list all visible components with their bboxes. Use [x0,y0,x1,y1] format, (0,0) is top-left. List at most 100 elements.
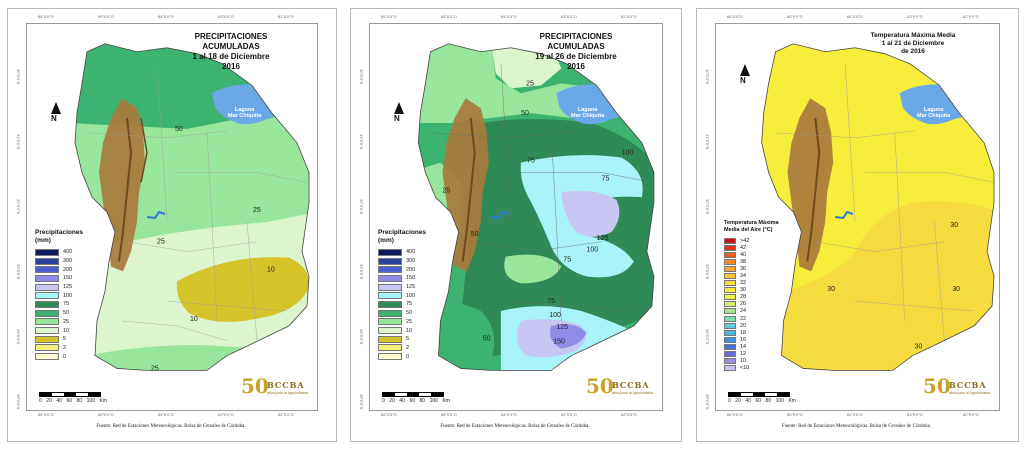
legend-swatch [35,266,59,274]
legend-label: 22 [740,315,747,322]
lat-tick: 30°0'0"S [359,69,364,85]
contour-label: 150 [553,339,565,346]
legend-swatch [378,266,402,274]
legend-label: 16 [740,336,747,343]
lon-tick: 66°0'0"O [381,14,397,19]
lon-tick: 63°0'0"O [218,14,234,19]
legend-swatch [378,344,402,352]
lat-tick: 35°0'0"S [705,394,710,410]
lat-tick: 31°0'0"S [359,134,364,150]
legend-label: 5 [63,336,67,343]
legend-swatch [724,287,736,294]
legend-items: 400 300 200 150 125 100 75 50 25 10 5 2 … [378,248,426,361]
legend-swatch [724,329,736,336]
map-panel-precip-1-18: 50 25 25 10 10 25 PRECIPITACIONES ACUMUL… [7,8,337,442]
contour-label: 100 [549,312,561,319]
lon-tick: 62°0'0"O [278,412,294,417]
legend-swatch [724,336,736,343]
lon-tick: 66°0'0"O [727,14,743,19]
legend-label: 10 [740,358,747,365]
legend-swatch [35,274,59,282]
source-note: Fuente: Red de Estaciones Meteorológicas… [96,424,246,429]
contour-label: 75 [563,257,571,264]
legend-swatch [724,301,736,308]
contour-label: 50 [483,336,491,343]
legend-swatch [35,318,59,326]
lat-tick: 31°0'0"S [705,134,710,150]
bccba-logo: 50 BCCBA años junto al Agroindustria [241,374,309,398]
map-panel-precip-19-26: 25 50 75 100 75 125 100 75 50 25 75 100 … [350,8,682,442]
north-arrow-icon: N [740,64,750,85]
lon-tick: 62°0'0"O [621,412,637,417]
map-panel-temperature: 30 30 30 30 Temperatura Máxima Media 1 a… [696,8,1019,442]
lat-tick: 31°0'0"S [16,134,21,150]
contour-label: 10 [190,316,198,323]
lon-tick: 63°0'0"O [907,412,923,417]
lon-tick: 64°0'0"O [847,412,863,417]
lat-tick: 30°0'0"S [16,69,21,85]
legend-swatch [378,248,402,256]
lon-tick: 66°0'0"O [381,412,397,417]
lon-tick: 62°0'0"O [621,14,637,19]
legend-label: 400 [406,249,416,256]
legend-label: 300 [406,258,416,265]
contour-label: 75 [547,298,555,305]
legend-swatch [724,351,736,358]
contour-label: 125 [556,324,568,331]
legend-label: >42 [740,237,750,244]
legend-label: 34 [740,273,747,280]
legend-label: 40 [740,251,747,258]
legend-label: <10 [740,365,750,372]
precipitation-map: 25 50 75 100 75 125 100 75 50 25 75 100 … [417,43,655,371]
legend-swatch [724,294,736,301]
precip-legend: Precipitaciones (mm) 400 300 200 150 125… [378,229,426,361]
legend-label: 2 [406,344,410,351]
legend-swatch [378,257,402,265]
legend-label: 200 [406,266,416,273]
lat-tick: 33°0'0"S [359,264,364,280]
lat-tick: 35°0'0"S [16,394,21,410]
lon-tick: 65°0'0"O [98,14,114,19]
lon-tick: 64°0'0"O [158,14,174,19]
legend-label: 400 [63,249,73,256]
legend-title: Precipitaciones (mm) [35,229,84,244]
legend-title: Precipitaciones (mm) [378,229,427,244]
legend-label: 75 [63,301,70,308]
source-note: Fuente: Red de Estaciones Meteorológicas… [440,424,590,429]
lon-tick: 63°0'0"O [561,14,577,19]
legend-label: 10 [63,327,70,334]
legend-swatch [35,344,59,352]
contour-label: 30 [952,286,960,293]
legend-swatch [378,283,402,291]
legend-swatch [35,335,59,343]
lon-tick: 65°0'0"O [441,14,457,19]
precip-legend: Precipitaciones (mm) 400 300 200 150 125… [35,229,83,361]
temperature-legend: Temperatura Máxima Media del Aire (°C) >… [724,220,779,372]
map-frame: 25 50 75 100 75 125 100 75 50 25 75 100 … [369,23,663,411]
lon-tick: 66°0'0"O [38,14,54,19]
legend-items: >42 42 40 38 36 34 32 30 28 26 24 22 20 … [724,237,779,372]
legend-swatch [378,309,402,317]
legend-swatch [724,258,736,265]
contour-label: 125 [597,235,609,242]
contour-label: 30 [950,222,958,229]
legend-swatch [35,353,59,361]
legend-label: 125 [63,284,73,291]
legend-label: 38 [740,258,747,265]
lat-tick: 32°0'0"S [705,199,710,215]
legend-label: 20 [740,322,747,329]
legend-swatch [724,308,736,315]
bccba-logo: 50 BCCBA años junto al Agroindustria [586,374,654,398]
legend-label: 28 [740,294,747,301]
legend-label: 75 [406,301,413,308]
lon-tick: 63°0'0"O [907,14,923,19]
legend-label: 12 [740,351,747,358]
lon-tick: 64°0'0"O [501,412,517,417]
contour-label: 50 [175,126,183,133]
legend-swatch [378,318,402,326]
contour-label: 75 [527,158,535,165]
lat-tick: 30°0'0"S [705,69,710,85]
lake-label: Laguna Mar Chiquita [917,107,951,119]
north-label: N [394,114,400,123]
legend-label: 2 [63,344,67,351]
